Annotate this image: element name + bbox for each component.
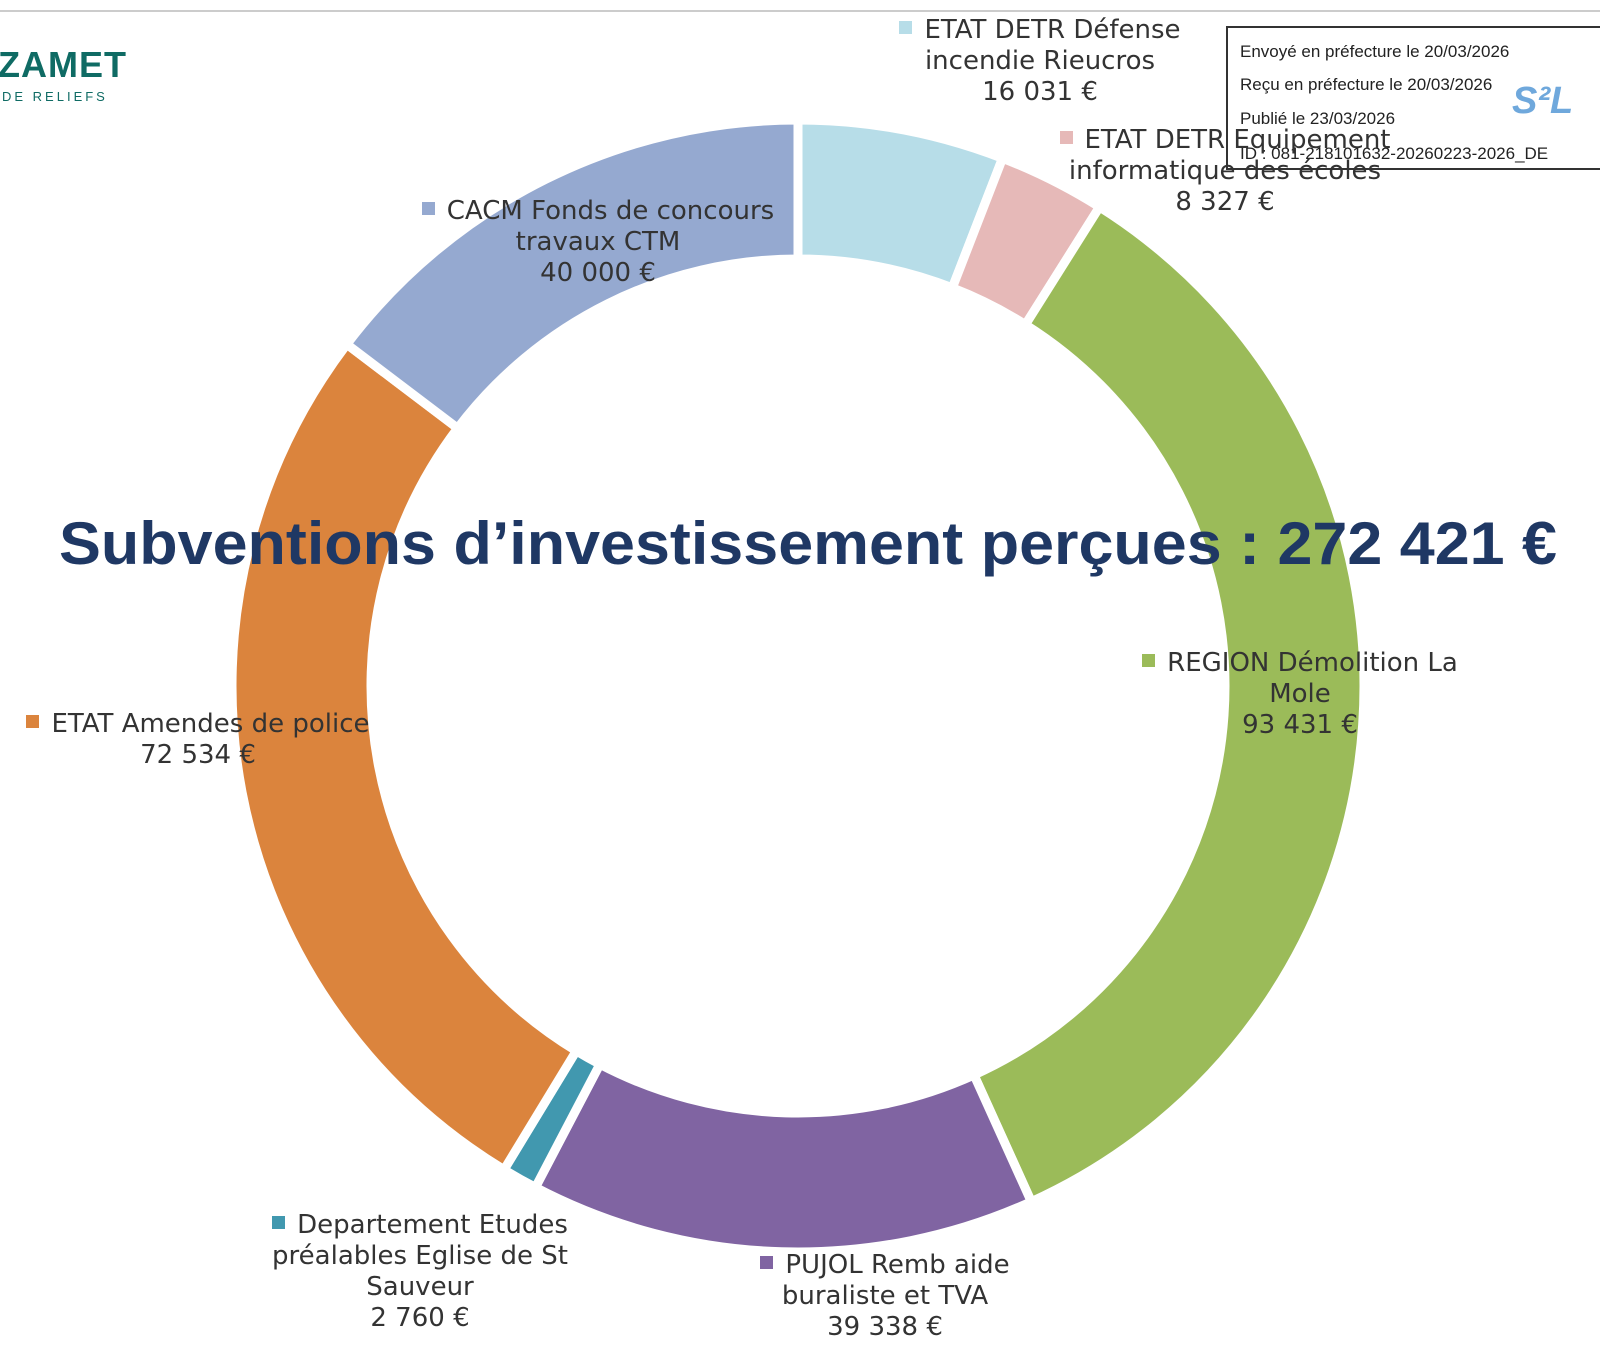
category-label: REGION Démolition La Mole (1167, 648, 1458, 709)
stamp-line: Envoyé en préfecture le 20/03/2026 (1240, 42, 1510, 61)
stamp-line: Reçu en préfecture le 20/03/2026 (1240, 75, 1493, 94)
category-label: PUJOL Remb aide buraliste et TVA (781, 1250, 1010, 1311)
value-label: 2 760 € (370, 1303, 470, 1333)
value-label: 16 031 € (982, 77, 1098, 107)
donut (227, 115, 1369, 1257)
logo-name: ZAMET (0, 44, 127, 85)
stamp: Envoyé en préfecture le 20/03/2026 Reçu … (1226, 26, 1600, 170)
donut-segment (529, 1058, 1038, 1257)
badge: S²L (1512, 80, 1574, 122)
value-label: 93 431 € (1242, 710, 1358, 740)
data-label: Departement Etudes préalables Eglise de … (255, 1210, 585, 1334)
data-label: CACM Fonds de concours travaux CTM 40 000… (408, 196, 788, 289)
donut-segment (227, 337, 583, 1176)
data-label: REGION Démolition La Mole 93 431 € (1130, 648, 1470, 741)
data-label: ETAT Amendes de police 72 534 € (8, 709, 388, 771)
category-label: CACM Fonds de concours travaux CTM (446, 196, 775, 257)
legend-swatch (421, 202, 435, 215)
legend-swatch (1059, 131, 1073, 144)
chart-title: Subventions d’investissement perçues : 2… (59, 510, 1557, 577)
data-label: ETAT DETR Equipement informatique des éc… (1055, 125, 1395, 218)
value-label: 40 000 € (540, 258, 656, 288)
legend-swatch (760, 1256, 774, 1269)
data-label: ETAT DETR Défense incendie Rieucros 16 03… (890, 15, 1190, 108)
data-label: PUJOL Remb aide buraliste et TVA 39 338 € (745, 1250, 1025, 1343)
legend-swatch (1142, 654, 1156, 667)
legend-swatch (899, 21, 913, 34)
donut-segment (340, 115, 803, 435)
donut-segment (968, 200, 1369, 1208)
legend-swatch (272, 1216, 286, 1229)
stamp-line: Publié le 23/03/2026 (1240, 109, 1396, 128)
category-label: ETAT DETR Equipement informatique des éc… (1068, 125, 1391, 186)
category-label: ETAT Amendes de police (51, 709, 370, 739)
logo-tagline: DE RELIEFS (2, 89, 108, 104)
value-label: 8 327 € (1175, 187, 1275, 217)
stamp-line: ID : 081-218101632-20260223-2026_DE (1240, 144, 1549, 163)
value-label: 72 534 € (140, 740, 256, 770)
value-label: 39 338 € (827, 1312, 943, 1342)
category-label: ETAT DETR Défense incendie Rieucros (924, 15, 1181, 76)
legend-swatch (26, 715, 40, 728)
category-label: Departement Etudes préalables Eglise de … (272, 1210, 568, 1302)
